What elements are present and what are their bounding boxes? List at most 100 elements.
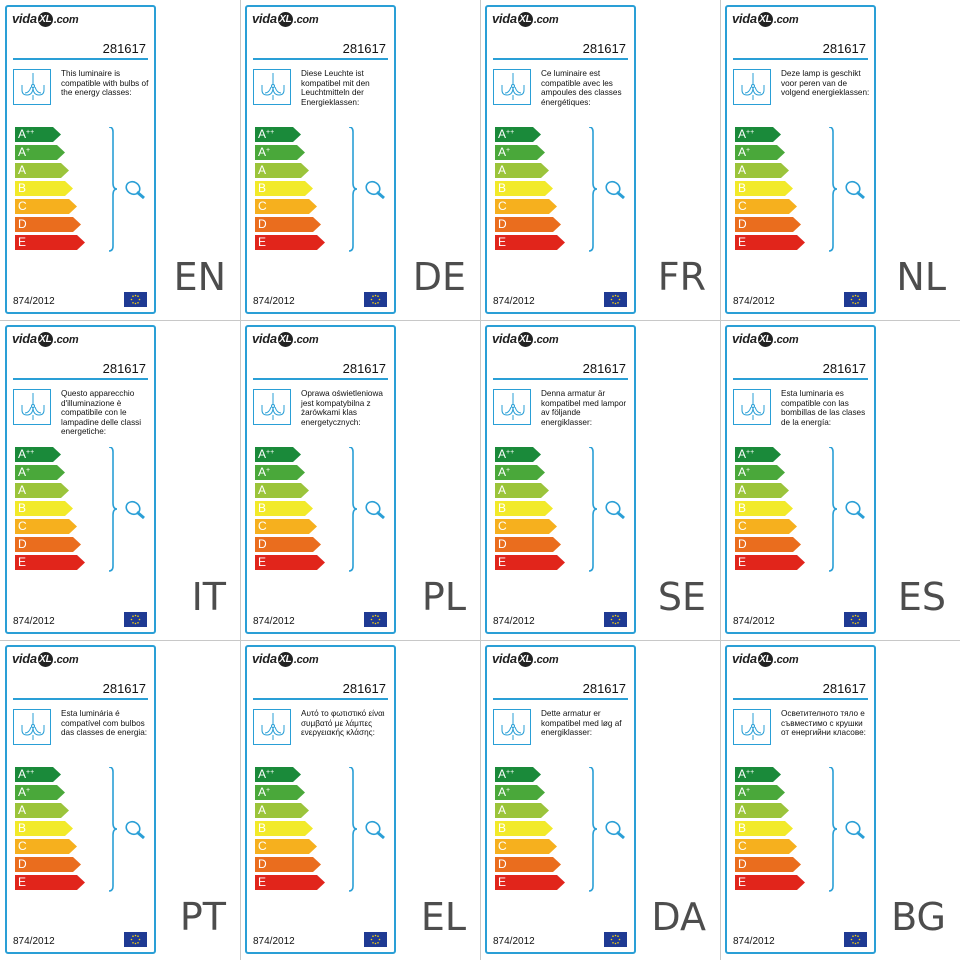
energy-class-letter: A bbox=[258, 163, 267, 177]
brand-logo: vida XL .com bbox=[492, 11, 559, 28]
energy-label: vida XL .com 281617 Esta luminária é compa… bbox=[5, 645, 156, 954]
header-rule bbox=[253, 698, 388, 700]
compatibility-text: Deze lamp is geschikt voor peren van de … bbox=[781, 69, 870, 98]
regulation-number: 874/2012 bbox=[733, 616, 775, 627]
header-rule bbox=[493, 378, 628, 380]
language-code: PL bbox=[421, 575, 466, 619]
energy-class-letter: A+ bbox=[258, 145, 271, 159]
eu-flag-icon bbox=[844, 932, 867, 947]
energy-class-letter: D bbox=[498, 857, 507, 871]
energy-class-letter: A+ bbox=[258, 785, 271, 799]
energy-class-letter: A+ bbox=[258, 465, 271, 479]
regulation-number: 874/2012 bbox=[13, 616, 55, 627]
compatibility-text: Esta luminária é compatível com bulbos d… bbox=[61, 709, 148, 738]
energy-class-letter: E bbox=[18, 555, 27, 569]
bracket-bulb-icon bbox=[588, 767, 625, 892]
model-number: 281617 bbox=[822, 41, 866, 56]
header-rule bbox=[253, 378, 388, 380]
grid-divider bbox=[720, 0, 721, 960]
label-cell: vida XL .com 281617 Esta luminária é compa… bbox=[0, 640, 240, 960]
energy-class-letter: E bbox=[738, 875, 747, 889]
energy-class-letter: A++ bbox=[258, 767, 275, 781]
eu-flag-icon bbox=[364, 292, 387, 307]
chandelier-icon bbox=[253, 69, 291, 105]
compatibility-text: Dette armatur er kompatibel med løg af e… bbox=[541, 709, 622, 738]
header-rule bbox=[733, 58, 868, 60]
regulation-number: 874/2012 bbox=[493, 936, 535, 947]
energy-class-letter: B bbox=[18, 181, 27, 195]
bracket-bulb-icon bbox=[108, 767, 145, 892]
energy-class-letter: B bbox=[18, 501, 27, 515]
energy-class-letter: A bbox=[258, 803, 267, 817]
energy-class-letter: D bbox=[498, 537, 507, 551]
brand-logo: vida XL .com bbox=[252, 651, 319, 668]
energy-label: vida XL .com 281617 Αυτό το φωτιστικό είνα… bbox=[245, 645, 396, 954]
regulation-number: 874/2012 bbox=[13, 936, 55, 947]
header-rule bbox=[253, 58, 388, 60]
energy-class-letter: C bbox=[738, 839, 747, 853]
brand-logo: vida XL .com bbox=[12, 331, 79, 348]
bracket-bulb-icon bbox=[348, 127, 385, 252]
energy-class-letter: E bbox=[258, 875, 267, 889]
energy-class-letter: B bbox=[498, 181, 507, 195]
bracket-bulb-icon bbox=[828, 127, 865, 252]
energy-class-letter: D bbox=[738, 537, 747, 551]
energy-class-letter: B bbox=[498, 821, 507, 835]
label-cell: vida XL .com 281617 Questo apparecchio d'i… bbox=[0, 320, 240, 640]
compatibility-text: Αυτό το φωτιστικό είναι συμβατό με λάμπε… bbox=[301, 709, 385, 738]
energy-label: vida XL .com 281617 Ce luminaire est compa… bbox=[485, 5, 636, 314]
model-number: 281617 bbox=[102, 681, 146, 696]
label-cell: vida XL .com 281617 Oprawa oświetleniowa j… bbox=[240, 320, 480, 640]
energy-class-letter: A bbox=[498, 163, 507, 177]
chandelier-icon bbox=[13, 389, 51, 425]
energy-class-letter: D bbox=[258, 857, 267, 871]
model-number: 281617 bbox=[342, 681, 386, 696]
energy-class-letter: B bbox=[258, 821, 267, 835]
energy-class-letter: E bbox=[258, 555, 267, 569]
energy-class-letter: C bbox=[258, 839, 267, 853]
energy-class-letter: C bbox=[18, 199, 27, 213]
compatibility-text: Denna armatur är kompatibel med lampor a… bbox=[541, 389, 627, 427]
energy-class-letter: A bbox=[738, 803, 747, 817]
energy-class-letter: B bbox=[258, 181, 267, 195]
label-cell: vida XL .com 281617 Dette armatur er kompa… bbox=[480, 640, 720, 960]
bulb-icon bbox=[845, 180, 865, 200]
chandelier-icon bbox=[13, 69, 51, 105]
eu-flag-icon bbox=[364, 932, 387, 947]
energy-label: vida XL .com 281617 Осветителното тяло е с… bbox=[725, 645, 876, 954]
energy-class-letter: E bbox=[738, 555, 747, 569]
grid-divider bbox=[480, 0, 481, 960]
header-rule bbox=[733, 698, 868, 700]
header-rule bbox=[493, 698, 628, 700]
eu-flag-icon bbox=[604, 612, 627, 627]
energy-class-letter: B bbox=[738, 501, 747, 515]
energy-class-letter: C bbox=[498, 839, 507, 853]
energy-label: vida XL .com 281617 Esta luminaria es comp… bbox=[725, 325, 876, 634]
header-rule bbox=[13, 698, 148, 700]
brand-logo: vida XL .com bbox=[492, 651, 559, 668]
eu-flag-icon bbox=[364, 612, 387, 627]
energy-class-letter: C bbox=[738, 519, 747, 533]
brand-logo: vida XL .com bbox=[252, 11, 319, 28]
energy-class-letter: B bbox=[18, 821, 27, 835]
energy-class-letter: C bbox=[498, 519, 507, 533]
eu-flag-icon bbox=[604, 932, 627, 947]
brand-logo: vida XL .com bbox=[732, 331, 799, 348]
brand-logo: vida XL .com bbox=[12, 11, 79, 28]
model-number: 281617 bbox=[822, 681, 866, 696]
energy-class-letter: A+ bbox=[18, 785, 31, 799]
regulation-number: 874/2012 bbox=[493, 616, 535, 627]
brand-logo: vida XL .com bbox=[252, 331, 319, 348]
bracket-bulb-icon bbox=[828, 447, 865, 572]
energy-class-letter: A++ bbox=[738, 447, 755, 461]
header-rule bbox=[733, 378, 868, 380]
eu-flag-icon bbox=[124, 612, 147, 627]
energy-class-letter: C bbox=[18, 519, 27, 533]
chandelier-icon bbox=[733, 389, 771, 425]
chandelier-icon bbox=[13, 709, 51, 745]
energy-class-letter: A bbox=[498, 483, 507, 497]
energy-class-letter: E bbox=[258, 235, 267, 249]
energy-class-letter: D bbox=[738, 217, 747, 231]
regulation-number: 874/2012 bbox=[253, 616, 295, 627]
